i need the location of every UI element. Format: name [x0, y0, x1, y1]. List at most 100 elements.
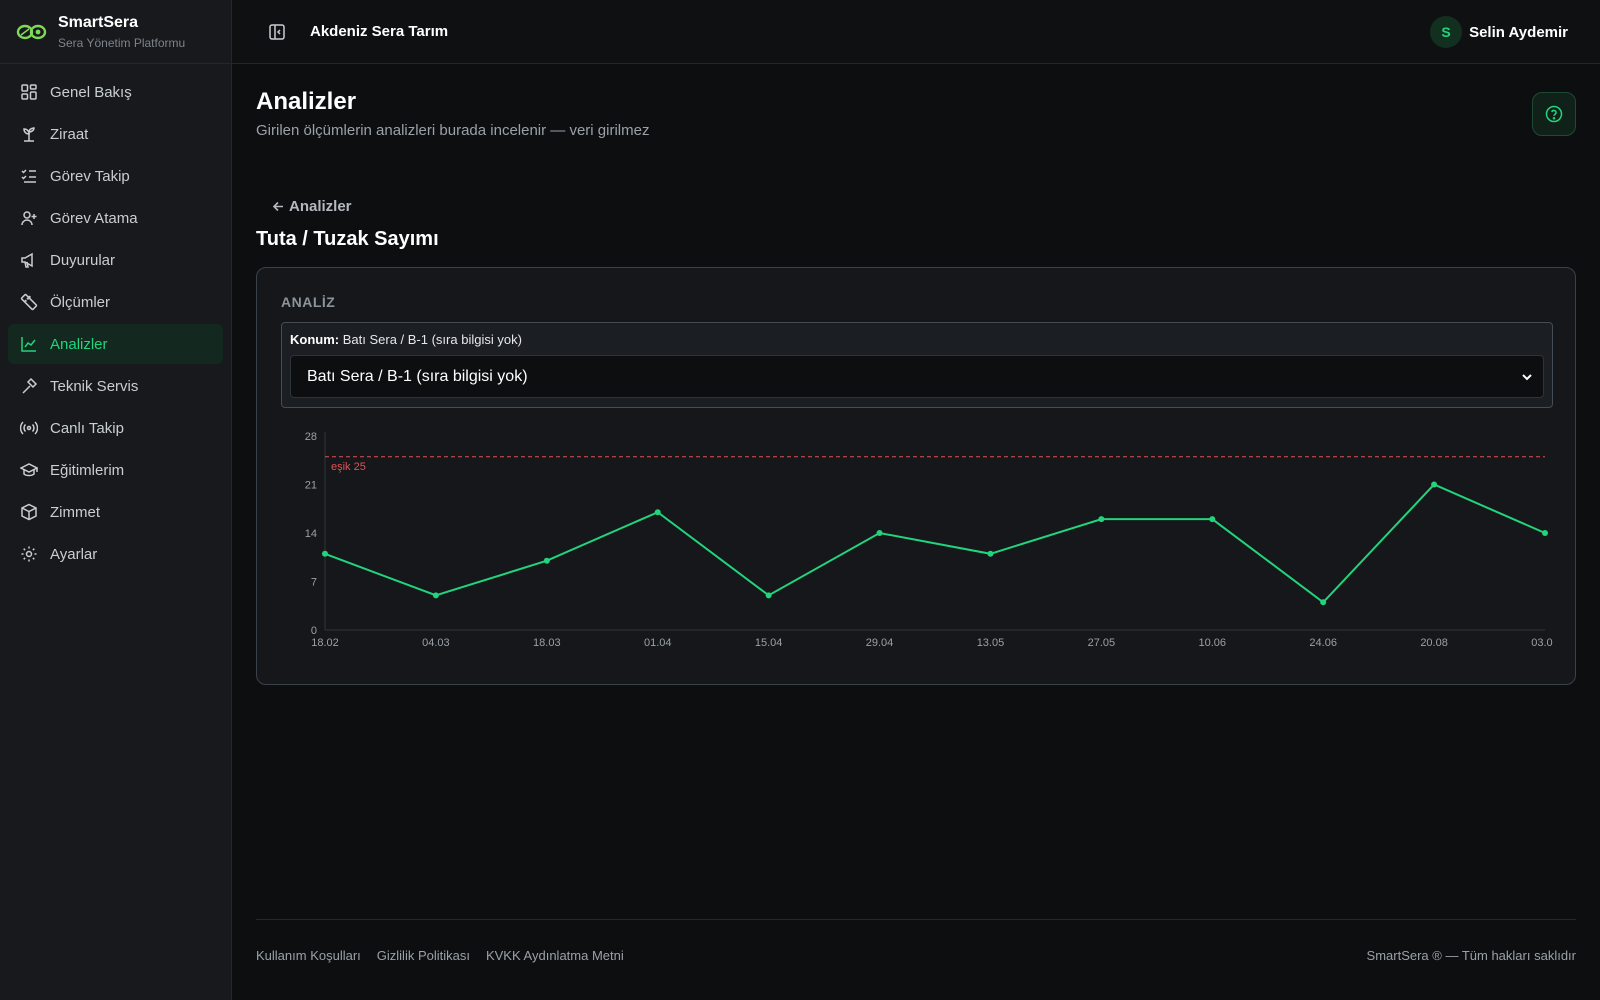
sidebar-item-label: Ziraat: [50, 125, 89, 143]
sidebar-item-ayarlar[interactable]: Ayarlar: [8, 534, 223, 574]
sidebar-item-label: Görev Atama: [50, 209, 138, 227]
hammer-icon: [22, 377, 38, 394]
ruler-icon: [20, 293, 38, 311]
sidebar-item-canli-takip[interactable]: Canlı Takip: [8, 408, 223, 448]
y-tick-label: 0: [311, 625, 317, 637]
footer-link-kvkk[interactable]: KVKK Aydınlatma Metni: [485, 948, 624, 963]
sidebar-item-label: Analizler: [50, 335, 108, 353]
megaphone-icon: [21, 252, 33, 268]
help-button[interactable]: [1532, 92, 1576, 136]
back-link[interactable]: Analizler: [272, 198, 352, 215]
data-point: [1098, 516, 1105, 523]
brand[interactable]: SmartSera Sera Yönetim Platformu: [0, 0, 231, 64]
data-point: [654, 509, 661, 516]
footer-links: Kullanım Koşulları Gizlilik Politikası K…: [256, 948, 640, 963]
sidebar-nav: Genel Bakış Ziraat Görev Takip Görev Ata…: [0, 64, 231, 584]
x-tick-label: 20.08: [1420, 637, 1448, 649]
data-point: [876, 530, 883, 536]
x-tick-label: 24.06: [1309, 637, 1337, 649]
brand-subtitle: Sera Yönetim Platformu: [58, 35, 186, 50]
sidebar-item-label: Ölçümler: [50, 293, 111, 311]
card-label: ANALİZ: [281, 294, 336, 310]
x-tick-label: 10.06: [1199, 637, 1227, 649]
radio-icon: [20, 421, 38, 435]
sidebar-item-label: Zimmet: [50, 503, 100, 521]
analysis-card: ANALİZ Konum: Batı Sera / B-1 (sıra bilg…: [256, 267, 1576, 685]
arrow-left-icon: [272, 201, 283, 212]
checklist-icon: [21, 169, 36, 183]
sidebar-item-label: Eğitimlerim: [50, 461, 125, 479]
box-icon: [21, 503, 37, 521]
x-tick-label: 13.05: [977, 637, 1005, 649]
data-point: [987, 550, 994, 557]
back-link-label: Analizler: [289, 198, 352, 215]
avatar: S: [1430, 16, 1463, 48]
location-summary: Konum: Batı Sera / B-1 (sıra bilgisi yok…: [290, 332, 522, 347]
organization-name: Akdeniz Sera Tarım: [310, 23, 449, 40]
footer-link-terms[interactable]: Kullanım Koşulları: [256, 948, 361, 963]
data-point: [432, 592, 439, 599]
location-select[interactable]: Batı Sera / B-1 (sıra bilgisi yok): [290, 355, 1544, 398]
user-plus-icon: [21, 211, 37, 226]
chart-line-icon: [21, 337, 36, 352]
data-point: [1209, 516, 1216, 523]
gear-icon: [21, 546, 37, 562]
data-point: [322, 550, 328, 557]
data-point: [765, 592, 772, 599]
footer-divider: [256, 919, 1576, 920]
sidebar-item-genel-bakis[interactable]: Genel Bakış: [8, 72, 223, 112]
sidebar-toggle-icon[interactable]: [268, 23, 286, 41]
sidebar-item-label: Ayarlar: [50, 545, 98, 563]
user-name: Selin Aydemir: [1469, 23, 1568, 41]
dashboard-icon: [21, 84, 37, 100]
sidebar-item-zimmet[interactable]: Zimmet: [8, 492, 223, 532]
sidebar-item-label: Genel Bakış: [50, 83, 132, 101]
page-title: Analizler: [256, 88, 357, 115]
brand-name: SmartSera: [58, 13, 139, 31]
sidebar-item-analizler[interactable]: Analizler: [8, 324, 223, 364]
sidebar-item-teknik-servis[interactable]: Teknik Servis: [8, 366, 223, 406]
data-point: [1431, 481, 1438, 488]
footer-link-privacy[interactable]: Gizlilik Politikası: [376, 948, 470, 963]
location-label: Konum:: [290, 332, 340, 347]
location-value: Batı Sera / B-1 (sıra bilgisi yok): [342, 332, 522, 347]
section-title: Tuta / Tuzak Sayımı: [256, 228, 439, 250]
sidebar-item-duyurular[interactable]: Duyurular: [8, 240, 223, 280]
sidebar-item-gorev-atama[interactable]: Görev Atama: [8, 198, 223, 238]
x-tick-label: 27.05: [1088, 637, 1116, 649]
chevron-down-icon: [1522, 374, 1532, 381]
sidebar: SmartSera Sera Yönetim Platformu Genel B…: [0, 0, 232, 1000]
copyright: SmartSera ® — Tüm hakları saklıdır: [1366, 948, 1576, 963]
help-circle-icon: [1545, 105, 1563, 123]
data-point: [543, 557, 550, 564]
x-tick-label: 18.02: [311, 637, 339, 649]
page-subtitle: Girilen ölçümlerin analizleri burada inc…: [256, 122, 650, 139]
x-tick-label: 18.03: [533, 637, 561, 649]
x-tick-label: 01.04: [644, 637, 672, 649]
data-point: [1320, 599, 1327, 606]
sprout-icon: [23, 127, 35, 142]
sidebar-item-olcumler[interactable]: Ölçümler: [8, 282, 223, 322]
sidebar-item-label: Teknik Servis: [50, 377, 139, 395]
sidebar-item-ziraat[interactable]: Ziraat: [8, 114, 223, 154]
smartsera-logo-icon: [16, 24, 47, 39]
top-bar: Akdeniz Sera Tarım S Selin Aydemir: [232, 0, 1600, 64]
sidebar-item-label: Duyurular: [50, 251, 116, 269]
sidebar-item-egitimlerim[interactable]: Eğitimlerim: [8, 450, 223, 490]
data-point: [1542, 530, 1548, 536]
threshold-label: eşik 25: [331, 461, 366, 473]
sidebar-item-gorev-takip[interactable]: Görev Takip: [8, 156, 223, 196]
x-tick-label: 15.04: [755, 637, 783, 649]
user-menu[interactable]: S Selin Aydemir: [1430, 16, 1568, 48]
y-tick-label: 28: [305, 431, 317, 443]
y-tick-label: 14: [305, 528, 317, 540]
graduation-cap-icon: [20, 463, 38, 477]
x-tick-label: 03.09: [1531, 637, 1553, 649]
y-tick-label: 7: [311, 577, 317, 589]
sidebar-item-label: Görev Takip: [50, 167, 130, 185]
location-filter: Konum: Batı Sera / B-1 (sıra bilgisi yok…: [281, 322, 1553, 408]
x-tick-label: 29.04: [866, 637, 894, 649]
location-select-value: Batı Sera / B-1 (sıra bilgisi yok): [307, 367, 528, 385]
sidebar-item-label: Canlı Takip: [50, 419, 124, 437]
trap-count-line-chart: 0 7 14 21 28 18.02 04.03 18.03 01.04 15.04 29.04 13…: [305, 431, 1553, 649]
